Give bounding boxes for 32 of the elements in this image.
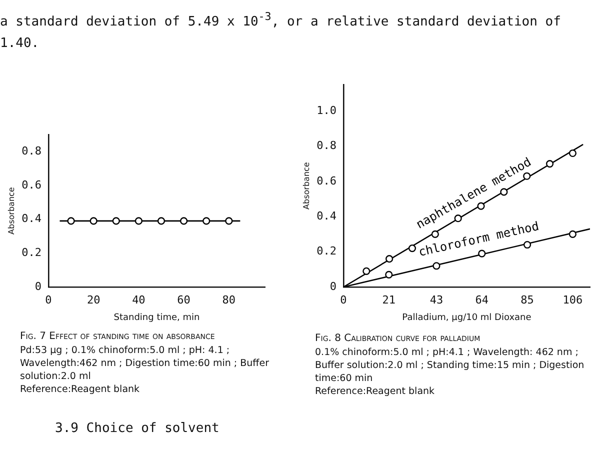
- x-tick-label: 0: [340, 293, 347, 306]
- text: Fig. 7 Effect of standing time on absorbance: [20, 330, 216, 344]
- x-tick-label: 80: [222, 293, 236, 306]
- x-axis-title: Standing time, min: [114, 312, 200, 323]
- x-tick-label: 0: [45, 293, 52, 306]
- y-tick-label: 0.8: [316, 139, 336, 152]
- x-tick-label: 106: [562, 293, 583, 306]
- x-tick-label: 43: [430, 293, 444, 306]
- x-tick-label: 21: [382, 293, 396, 306]
- text: a standard deviation of 5.49 x 10$^{-3}$, or a relative standard deviation of 1.40.: [0, 10, 561, 52]
- y-tick-label: 0.4: [22, 212, 42, 226]
- x-tick-label: 40: [132, 293, 146, 306]
- y-tick-label: 0: [34, 280, 42, 293]
- y-tick-label: 1.0: [316, 104, 336, 117]
- y-axis-title: Absorbance: [302, 162, 311, 210]
- text: Fig. 8 Calibration curve for palladium: [315, 332, 482, 346]
- x-tick-label: 20: [86, 293, 100, 306]
- text: Pd:53 μg ; 0.1% chinoform:5.0 ml ; pH: 4.1 ; Wavelength:462 nm ; Digestion time:60 min ; Buffer solution:2.0 ml Reference:Reagent blank: [20, 344, 270, 396]
- y-tick-label: 0.4: [316, 209, 337, 222]
- y-tick-label: 0.2: [22, 246, 42, 259]
- x-tick-label: 64: [475, 293, 489, 306]
- x-tick-label: 60: [177, 293, 190, 306]
- text: 0.1% chinoform:5.0 ml ; pH:4.1 ; Wavelength: 462 nm ; Buffer solution:2.0 ml ; Standing time:15 min ; Digestion time:60 min Reference:Reagent blank: [315, 346, 586, 398]
- y-tick-label: 0: [330, 280, 336, 293]
- y-tick-label: 0.8: [22, 144, 42, 158]
- y-tick-label: 0.2: [316, 244, 336, 258]
- y-tick-label: 0.6: [316, 174, 336, 188]
- y-tick-label: 0.6: [22, 178, 42, 192]
- x-axis-title: Palladium, μg/10 ml Dioxane: [402, 312, 532, 323]
- x-tick-label: 85: [520, 293, 534, 306]
- y-axis-title: Absorbance: [6, 187, 16, 234]
- text: 3.9 Choice of solvent: [55, 420, 220, 438]
